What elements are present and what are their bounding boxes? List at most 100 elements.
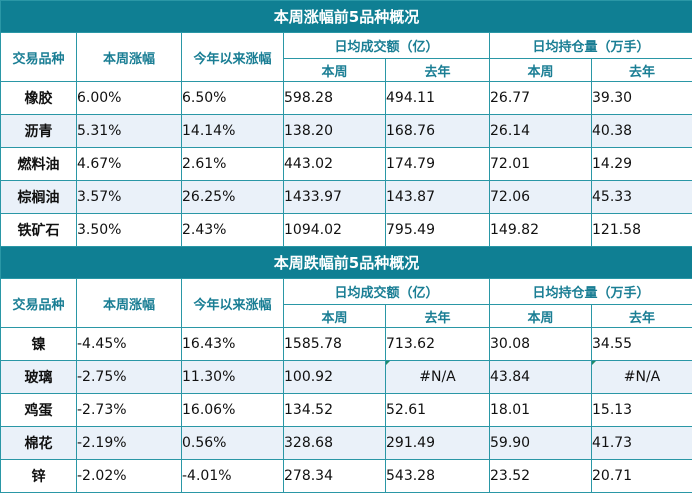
oi-this-week: 43.84 <box>489 360 592 394</box>
rise-header-week-change: 本周涨幅 <box>76 32 182 82</box>
oi-last-year: 20.71 <box>591 459 692 493</box>
fall-header-open-interest: 日均持仓量（万手） <box>489 278 692 305</box>
table-row: 镍 -4.45% 16.43% 1585.78 713.62 30.08 34.… <box>0 327 692 361</box>
turnover-last-year: 713.62 <box>385 327 490 361</box>
turnover-this-week: 1585.78 <box>283 327 386 361</box>
ytd-change: 14.14% <box>181 114 284 148</box>
turnover-this-week: 328.68 <box>283 426 386 460</box>
variety-name: 锌 <box>0 459 77 493</box>
fall-header-turnover-last-year: 去年 <box>385 304 490 328</box>
variety-name: 玻璃 <box>0 360 77 394</box>
fall-header-turnover: 日均成交额（亿） <box>283 278 490 305</box>
variety-name: 铁矿石 <box>0 213 77 247</box>
rise-header-oi-last-year: 去年 <box>591 58 692 82</box>
rise-header-variety: 交易品种 <box>0 32 77 82</box>
oi-this-week: 18.01 <box>489 393 592 427</box>
ytd-change: 6.50% <box>181 81 284 115</box>
turnover-this-week: 443.02 <box>283 147 386 181</box>
oi-last-year: 45.33 <box>591 180 692 214</box>
turnover-this-week: 134.52 <box>283 393 386 427</box>
fall-header-week-change: 本周涨幅 <box>76 278 182 328</box>
rise-header-open-interest: 日均持仓量（万手） <box>489 32 692 59</box>
ytd-change: 11.30% <box>181 360 284 394</box>
fall-section-title: 本周跌幅前5品种概况 <box>0 246 692 279</box>
rise-header-turnover-this-week: 本周 <box>283 58 386 82</box>
oi-last-year: 40.38 <box>591 114 692 148</box>
table-row: 橡胶 6.00% 6.50% 598.28 494.11 26.77 39.30 <box>0 81 692 115</box>
variety-name: 棉花 <box>0 426 77 460</box>
week-change: -2.75% <box>76 360 182 394</box>
variety-name: 鸡蛋 <box>0 393 77 427</box>
table-row: 铁矿石 3.50% 2.43% 1094.02 795.49 149.82 12… <box>0 213 692 247</box>
turnover-last-year: 168.76 <box>385 114 490 148</box>
turnover-last-year: 143.87 <box>385 180 490 214</box>
oi-this-week: 30.08 <box>489 327 592 361</box>
variety-name: 橡胶 <box>0 81 77 115</box>
rise-header-oi-this-week: 本周 <box>489 58 592 82</box>
week-change: -4.45% <box>76 327 182 361</box>
table-row: 燃料油 4.67% 2.61% 443.02 174.79 72.01 14.2… <box>0 147 692 181</box>
week-change: 5.31% <box>76 114 182 148</box>
fall-header-oi-last-year: 去年 <box>591 304 692 328</box>
week-change: 3.50% <box>76 213 182 247</box>
turnover-this-week: 138.20 <box>283 114 386 148</box>
turnover-last-year: 543.28 <box>385 459 490 493</box>
turnover-this-week: 278.34 <box>283 459 386 493</box>
fall-header-oi-this-week: 本周 <box>489 304 592 328</box>
turnover-last-year: 174.79 <box>385 147 490 181</box>
table-row: 玻璃 -2.75% 11.30% 100.92 #N/A 43.84 #N/A <box>0 360 692 394</box>
rise-section-title: 本周涨幅前5品种概况 <box>0 0 692 33</box>
table-row: 棉花 -2.19% 0.56% 328.68 291.49 59.90 41.7… <box>0 426 692 460</box>
turnover-last-year: #N/A <box>385 360 490 394</box>
week-change: -2.02% <box>76 459 182 493</box>
week-change: 6.00% <box>76 81 182 115</box>
table-row: 锌 -2.02% -4.01% 278.34 543.28 23.52 20.7… <box>0 459 692 493</box>
week-change: 4.67% <box>76 147 182 181</box>
ytd-change: 16.06% <box>181 393 284 427</box>
variety-name: 燃料油 <box>0 147 77 181</box>
oi-last-year: 41.73 <box>591 426 692 460</box>
fall-header-variety: 交易品种 <box>0 278 77 328</box>
oi-this-week: 72.06 <box>489 180 592 214</box>
ytd-change: 0.56% <box>181 426 284 460</box>
turnover-last-year: 494.11 <box>385 81 490 115</box>
ytd-change: 2.43% <box>181 213 284 247</box>
oi-last-year: 15.13 <box>591 393 692 427</box>
oi-this-week: 149.82 <box>489 213 592 247</box>
fall-header-turnover-this-week: 本周 <box>283 304 386 328</box>
oi-this-week: 59.90 <box>489 426 592 460</box>
table-row: 鸡蛋 -2.73% 16.06% 134.52 52.61 18.01 15.1… <box>0 393 692 427</box>
rise-header-ytd-change: 今年以来涨幅 <box>181 32 284 82</box>
turnover-last-year: 52.61 <box>385 393 490 427</box>
turnover-this-week: 1094.02 <box>283 213 386 247</box>
week-change: 3.57% <box>76 180 182 214</box>
week-change: -2.19% <box>76 426 182 460</box>
turnover-this-week: 598.28 <box>283 81 386 115</box>
oi-this-week: 23.52 <box>489 459 592 493</box>
oi-last-year: 34.55 <box>591 327 692 361</box>
ytd-change: -4.01% <box>181 459 284 493</box>
rise-header-turnover-last-year: 去年 <box>385 58 490 82</box>
rise-header-turnover: 日均成交额（亿） <box>283 32 490 59</box>
ytd-change: 2.61% <box>181 147 284 181</box>
variety-name: 棕榈油 <box>0 180 77 214</box>
turnover-last-year: 291.49 <box>385 426 490 460</box>
variety-name: 镍 <box>0 327 77 361</box>
table-row: 沥青 5.31% 14.14% 138.20 168.76 26.14 40.3… <box>0 114 692 148</box>
oi-last-year: 121.58 <box>591 213 692 247</box>
fall-header-ytd-change: 今年以来涨幅 <box>181 278 284 328</box>
ytd-change: 16.43% <box>181 327 284 361</box>
turnover-last-year: 795.49 <box>385 213 490 247</box>
table-row: 棕榈油 3.57% 26.25% 1433.97 143.87 72.06 45… <box>0 180 692 214</box>
oi-this-week: 26.14 <box>489 114 592 148</box>
oi-last-year: 14.29 <box>591 147 692 181</box>
oi-last-year: #N/A <box>591 360 692 394</box>
turnover-this-week: 1433.97 <box>283 180 386 214</box>
oi-this-week: 72.01 <box>489 147 592 181</box>
ytd-change: 26.25% <box>181 180 284 214</box>
oi-last-year: 39.30 <box>591 81 692 115</box>
week-change: -2.73% <box>76 393 182 427</box>
oi-this-week: 26.77 <box>489 81 592 115</box>
variety-name: 沥青 <box>0 114 77 148</box>
